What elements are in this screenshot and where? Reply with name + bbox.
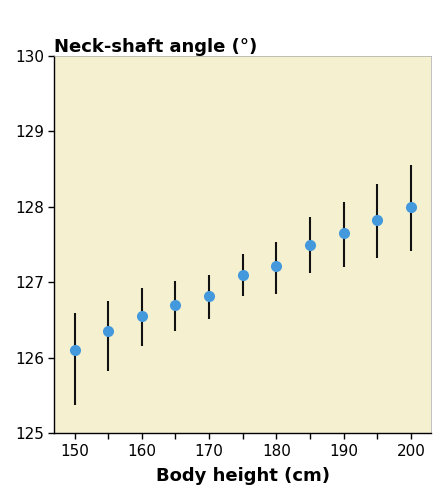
X-axis label: Body height (cm): Body height (cm)	[156, 467, 330, 485]
Text: Neck-shaft angle (°): Neck-shaft angle (°)	[54, 38, 258, 56]
